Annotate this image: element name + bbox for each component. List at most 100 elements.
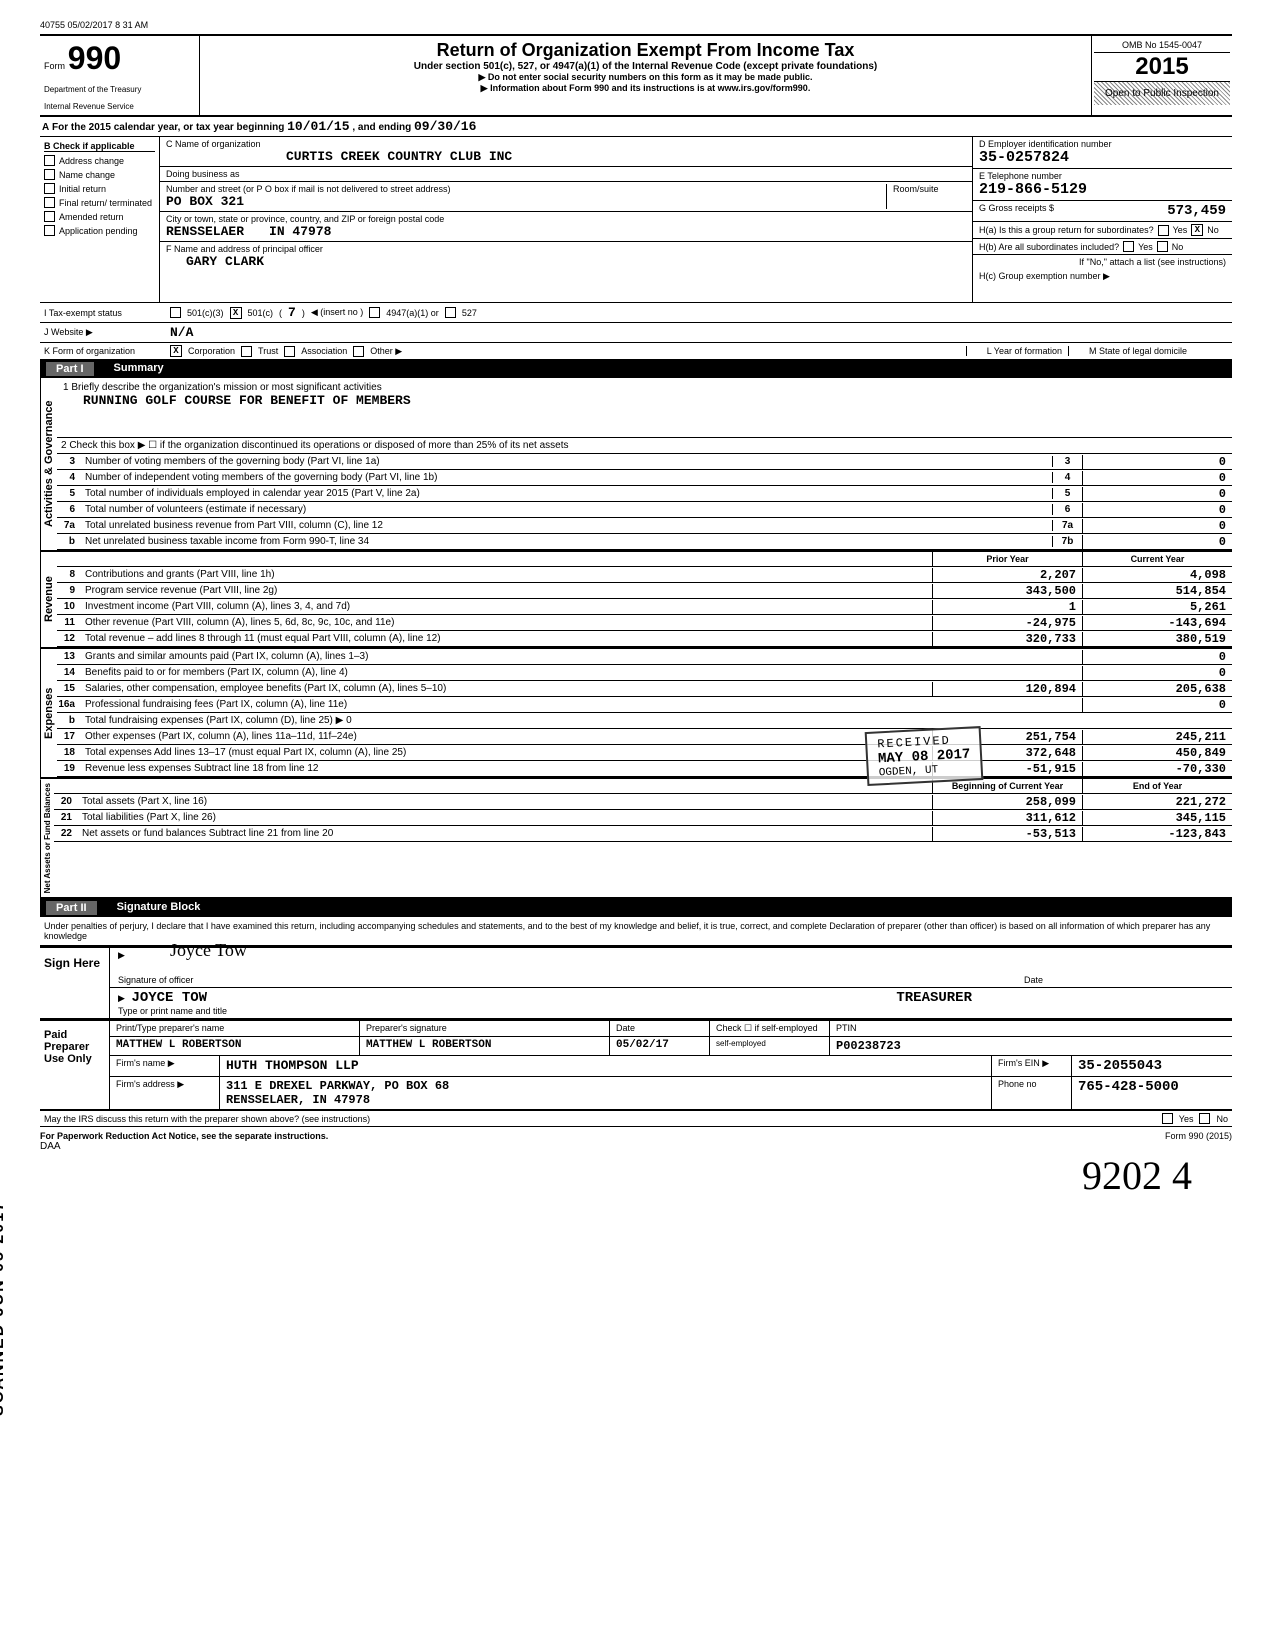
line-desc: Revenue less expenses Subtract line 18 f… [81, 762, 932, 775]
prep-ptin: P00238723 [830, 1037, 1232, 1055]
gov-line-5: 5 Total number of individuals employed i… [57, 486, 1232, 502]
city-value: RENSSELAER [166, 224, 244, 239]
insert-no: ◀ (insert no ) [311, 307, 363, 318]
officer-signature: Joyce Tow [170, 940, 247, 961]
prep-date: 05/02/17 [610, 1037, 710, 1055]
section-bc: B Check if applicable Address changeName… [40, 137, 1232, 303]
line-num: 18 [57, 747, 81, 758]
addr-value: PO BOX 321 [166, 194, 886, 209]
gov-line-b: b Net unrelated business taxable income … [57, 534, 1232, 550]
current-value: 0 [1082, 650, 1232, 664]
ha-yes-box[interactable] [1158, 225, 1169, 236]
officer-sig-line: Joyce Tow Signature of officer Date [110, 948, 1232, 988]
exp-line-16a: 16a Professional fundraising fees (Part … [57, 697, 1232, 713]
discuss-yes: Yes [1179, 1114, 1194, 1124]
firm-addr1: 311 E DREXEL PARKWAY, PO BOX 68 [226, 1079, 985, 1093]
checkbox-box[interactable] [44, 155, 55, 166]
line-desc: Total unrelated business revenue from Pa… [81, 519, 1052, 532]
open-to-public: Open to Public Inspection [1094, 82, 1230, 105]
501c-num: 7 [288, 305, 296, 320]
line-num: 14 [57, 667, 81, 678]
ein-value: 35-0257824 [979, 149, 1226, 166]
checkbox-box[interactable] [44, 183, 55, 194]
line-num: 6 [57, 504, 81, 515]
line-value: 0 [1082, 519, 1232, 533]
current-value: 380,519 [1082, 632, 1232, 646]
checkbox-label: Final return/ terminated [59, 198, 152, 208]
checkbox-label: Amended return [59, 212, 124, 222]
line-desc: Number of independent voting members of … [81, 471, 1052, 484]
discuss-yes-box[interactable] [1162, 1113, 1173, 1124]
row-k: K Form of organization XCorporation Trus… [40, 343, 1232, 360]
line-num: 12 [57, 633, 81, 644]
phone-row: E Telephone number 219-866-5129 [973, 169, 1232, 201]
dept-treasury: Department of the Treasury [44, 85, 189, 94]
firm-phone: 765-428-5000 [1072, 1077, 1232, 1109]
activities-governance: Activities & Governance 1 Briefly descri… [40, 378, 1232, 552]
checkbox-label: Initial return [59, 184, 106, 194]
line-desc: Net assets or fund balances Subtract lin… [78, 827, 932, 840]
prior-value: 343,500 [932, 584, 1082, 598]
line-desc: Program service revenue (Part VIII, line… [81, 584, 932, 597]
line-num: b [57, 715, 81, 726]
mission-text: RUNNING GOLF COURSE FOR BENEFIT OF MEMBE… [63, 393, 1226, 408]
line-num: 11 [57, 617, 81, 628]
501c3-box[interactable] [170, 307, 181, 318]
discuss-no-box[interactable] [1199, 1113, 1210, 1124]
hb-yes-box[interactable] [1123, 241, 1134, 252]
addr-label: Number and street (or P O box if mail is… [166, 184, 886, 194]
firm-phone-label: Phone no [992, 1077, 1072, 1109]
row-i-label: I Tax-exempt status [44, 308, 164, 318]
corp-box[interactable]: X [170, 345, 182, 357]
prep-h4: Check ☐ if self-employed [710, 1021, 830, 1036]
4947-box[interactable] [369, 307, 380, 318]
exp-line-13: 13 Grants and similar amounts paid (Part… [57, 649, 1232, 665]
checkbox-box[interactable] [44, 197, 55, 208]
prior-value: -24,975 [932, 616, 1082, 630]
form-number: 990 [68, 40, 121, 76]
checkbox-box[interactable] [44, 169, 55, 180]
officer-name: GARY CLARK [166, 254, 323, 269]
net-line-21: 21 Total liabilities (Part X, line 26) 3… [54, 810, 1232, 826]
line-desc: Net unrelated business taxable income fr… [81, 535, 1052, 548]
ein-label: D Employer identification number [979, 139, 1226, 149]
line-desc: Number of voting members of the governin… [81, 455, 1052, 468]
mission-block: 1 Briefly describe the organization's mi… [57, 378, 1232, 438]
expenses-section: Expenses 13 Grants and similar amounts p… [40, 649, 1232, 779]
prior-value: 1 [932, 600, 1082, 614]
rev-line-9: 9 Program service revenue (Part VIII, li… [57, 583, 1232, 599]
ha-no-box[interactable]: X [1191, 224, 1203, 236]
checkbox-box[interactable] [44, 211, 55, 222]
prep-row1: MATTHEW L ROBERTSON MATTHEW L ROBERTSON … [110, 1037, 1232, 1056]
hb-no: No [1172, 242, 1184, 252]
vlabel-revenue: Revenue [40, 552, 57, 647]
rev-line-8: 8 Contributions and grants (Part VIII, l… [57, 567, 1232, 583]
checkbox-application-pending: Application pending [44, 225, 155, 236]
prior-year-header: Prior Year [932, 552, 1082, 566]
opt-501c: 501(c) [248, 308, 274, 318]
col-b-header: B Check if applicable [44, 141, 155, 152]
checkbox-amended-return: Amended return [44, 211, 155, 222]
vlabel-net: Net Assets or Fund Balances [40, 779, 54, 897]
line-col-label: 5 [1052, 488, 1082, 499]
line-desc: Other expenses (Part IX, column (A), lin… [81, 730, 932, 743]
sig-date-label: Date [1024, 975, 1224, 985]
501c-box[interactable]: X [230, 307, 242, 319]
checkbox-label: Application pending [59, 226, 138, 236]
form-label: Form [44, 61, 65, 71]
assoc-box[interactable] [284, 346, 295, 357]
527-box[interactable] [445, 307, 456, 318]
line-num: 21 [54, 812, 78, 823]
prior-value: 120,894 [932, 682, 1082, 696]
vlabel-governance: Activities & Governance [40, 378, 57, 550]
trust-box[interactable] [241, 346, 252, 357]
hb-no-box[interactable] [1157, 241, 1168, 252]
city-label: City or town, state or province, country… [166, 214, 444, 224]
opt-527: 527 [462, 308, 477, 318]
dba-row: Doing business as [160, 167, 972, 182]
other-box[interactable] [353, 346, 364, 357]
org-name: CURTIS CREEK COUNTRY CLUB INC [166, 149, 512, 164]
line-num: 15 [57, 683, 81, 694]
checkbox-box[interactable] [44, 225, 55, 236]
gross-label: G Gross receipts $ [979, 203, 1054, 219]
